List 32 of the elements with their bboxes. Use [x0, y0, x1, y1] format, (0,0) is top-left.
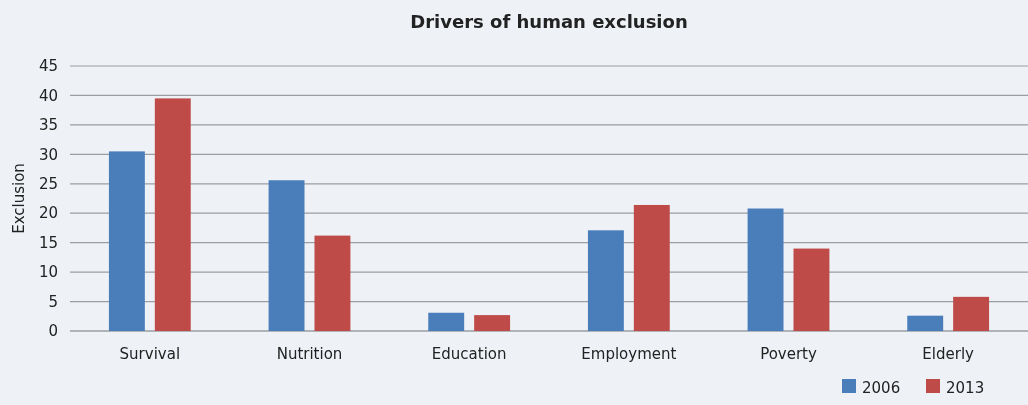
y-tick-label: 20: [38, 204, 58, 223]
y-tick-label: 10: [38, 263, 58, 282]
bar: [793, 248, 830, 331]
bar: [474, 315, 511, 331]
bar: [268, 180, 305, 331]
y-tick-label: 45: [38, 57, 58, 76]
x-tick-label: Survival: [119, 345, 181, 363]
bar: [633, 204, 670, 331]
bar: [907, 315, 944, 331]
chart-title: Drivers of human exclusion: [410, 11, 688, 32]
y-tick-label: 5: [48, 292, 58, 311]
bar: [428, 312, 465, 331]
bar: [747, 208, 784, 331]
y-tick-label: 35: [38, 116, 58, 135]
y-tick-label: 25: [38, 175, 58, 194]
legend-label: 2013: [946, 379, 985, 397]
y-tick-label: 30: [38, 145, 58, 164]
y-axis-title: Exclusion: [10, 163, 28, 234]
legend-label: 2006: [862, 379, 901, 397]
y-tick-label: 15: [38, 233, 58, 252]
y-tick-label: 40: [38, 86, 58, 105]
x-tick-label: Education: [431, 345, 507, 363]
bar: [108, 151, 145, 331]
x-tick-label: Employment: [581, 345, 677, 363]
x-tick-label: Poverty: [760, 345, 817, 363]
x-tick-label: Nutrition: [276, 345, 343, 363]
bar: [587, 230, 624, 331]
y-tick-label: 0: [48, 322, 58, 341]
bar: [314, 235, 351, 331]
bar: [154, 98, 191, 331]
bar: [953, 296, 990, 331]
x-tick-label: Elderly: [922, 345, 975, 363]
